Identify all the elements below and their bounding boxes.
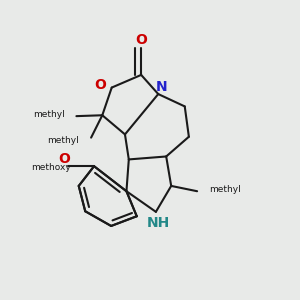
- Text: N: N: [155, 80, 167, 94]
- Text: methoxy: methoxy: [32, 163, 71, 172]
- Text: O: O: [135, 33, 147, 46]
- Text: O: O: [59, 152, 70, 166]
- Text: methyl: methyl: [48, 136, 79, 145]
- Text: methyl: methyl: [209, 185, 241, 194]
- Text: NH: NH: [147, 216, 170, 230]
- Text: methyl: methyl: [33, 110, 64, 119]
- Text: O: O: [94, 78, 106, 92]
